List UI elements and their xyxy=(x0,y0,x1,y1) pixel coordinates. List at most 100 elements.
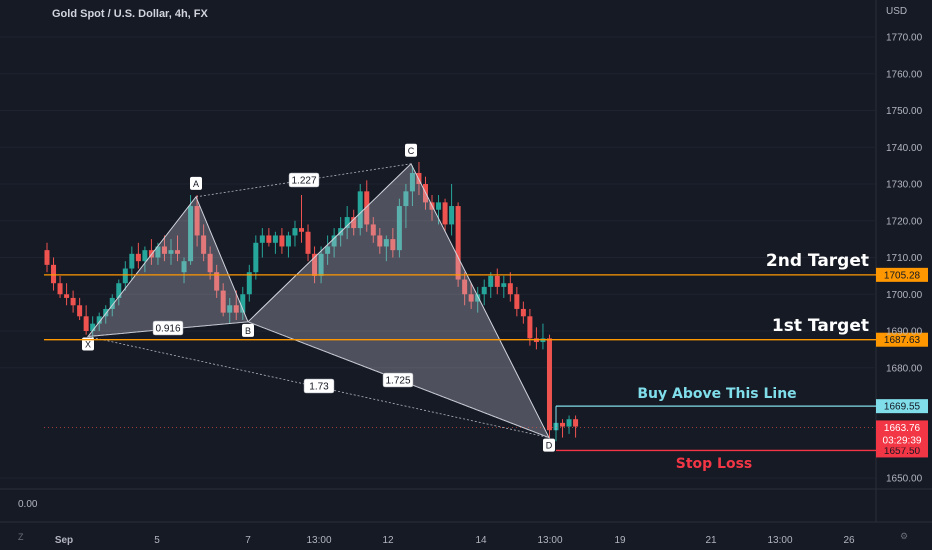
candle-body xyxy=(318,253,324,276)
time-axis: Sep 5 7 13:00 12 14 13:00 19 21 13:00 26 xyxy=(55,535,855,546)
candle xyxy=(351,209,357,236)
candle xyxy=(279,228,285,254)
candle-body xyxy=(83,316,89,331)
ratio-label: 1.725 xyxy=(385,376,410,387)
price-tick-label: 1730.00 xyxy=(886,180,923,191)
candle-body xyxy=(44,250,50,265)
price-tick-label: 1680.00 xyxy=(886,363,923,374)
candle xyxy=(44,242,50,273)
candle-body xyxy=(135,253,141,262)
candle xyxy=(188,195,194,265)
candle-body xyxy=(201,235,207,254)
candle-body xyxy=(514,294,520,309)
candle-body xyxy=(129,253,135,269)
candle-body xyxy=(181,261,187,273)
candle-body xyxy=(312,253,318,276)
candle-body xyxy=(546,338,552,431)
candle xyxy=(103,305,109,324)
candle-body xyxy=(507,283,513,295)
buy-line-label: 1669.55 xyxy=(884,402,921,413)
candle-body xyxy=(494,275,500,287)
candle xyxy=(312,246,318,284)
buy-above-text: Buy Above This Line xyxy=(637,386,796,402)
time-tick-label: 13:00 xyxy=(537,535,562,546)
candle-body xyxy=(573,419,579,427)
ratio-label-bg xyxy=(288,172,320,188)
point-label-c: C xyxy=(408,146,415,156)
candle-body xyxy=(51,264,57,284)
candle xyxy=(266,228,272,247)
price-tick-label: 1720.00 xyxy=(886,216,923,227)
candle-body xyxy=(109,297,115,309)
candle xyxy=(357,184,363,236)
candle-body xyxy=(155,246,161,258)
candle-body xyxy=(227,305,233,313)
candle xyxy=(390,228,396,258)
candle xyxy=(468,283,474,309)
candle-body xyxy=(194,206,200,236)
point-label-a: A xyxy=(193,179,199,189)
2nd-target-line-label: 1705.28 xyxy=(884,270,921,281)
ratio-label: 0.916 xyxy=(155,324,180,335)
time-tick-label: 12 xyxy=(382,535,394,546)
candle-body xyxy=(142,250,148,262)
candle-body xyxy=(233,305,239,313)
time-tick-label: 5 xyxy=(154,535,160,546)
candle xyxy=(161,235,167,262)
candle xyxy=(129,246,135,280)
candle-body xyxy=(57,283,63,295)
candle-body xyxy=(364,191,370,225)
ratio-line-xd xyxy=(87,336,550,438)
timezone-icon[interactable]: Z xyxy=(18,532,24,542)
candle xyxy=(246,264,252,302)
candle-body xyxy=(253,242,259,273)
candle-body xyxy=(77,305,83,317)
candle xyxy=(285,231,291,258)
triangle-xab xyxy=(86,195,249,338)
point-label-bg xyxy=(405,143,417,157)
candle-body xyxy=(122,268,128,284)
second-target-text: 2nd Target xyxy=(766,251,869,271)
candle xyxy=(520,301,526,324)
candle xyxy=(560,419,566,438)
candle xyxy=(501,275,507,298)
candle-body xyxy=(175,250,181,254)
candle-body xyxy=(325,246,331,254)
time-tick-label: 21 xyxy=(705,535,717,546)
candle-body xyxy=(214,272,220,291)
candle xyxy=(475,286,481,313)
candle-body xyxy=(351,217,357,229)
candle xyxy=(449,184,455,236)
countdown-label: 03:29:39 xyxy=(883,435,922,446)
time-tick-label: 19 xyxy=(614,535,626,546)
candle xyxy=(240,286,246,320)
candle-body xyxy=(455,206,461,280)
candle-body xyxy=(259,235,265,243)
candle-body xyxy=(207,253,213,273)
price-tick-label: 1690.00 xyxy=(886,327,923,338)
triangle-bcd xyxy=(247,162,551,439)
candle-body xyxy=(292,228,298,236)
candle xyxy=(57,275,63,298)
price-tick-label: 1740.00 xyxy=(886,143,923,154)
candle-body xyxy=(442,202,448,225)
candle-body xyxy=(527,316,533,339)
chart-title: Gold Spot / U.S. Dollar, 4h, FX xyxy=(52,8,208,20)
point-label-bg xyxy=(242,323,254,337)
buy-line-badge xyxy=(876,399,928,414)
harmonic-pattern: X A B C D 1.227 0.916 1.73 1.725 xyxy=(82,143,555,452)
settings-icon[interactable]: ⚙ xyxy=(900,531,909,541)
annotations-layer: 2nd Target 1st Target Buy Above This Line S… xyxy=(637,251,869,472)
candle-body xyxy=(279,235,285,247)
price-tick-label: 1710.00 xyxy=(886,253,923,264)
candle xyxy=(573,415,579,438)
candle-body xyxy=(488,275,494,287)
candle xyxy=(403,184,409,229)
candle xyxy=(207,246,213,280)
candle xyxy=(442,198,448,232)
candle-body xyxy=(305,231,311,254)
candle-body xyxy=(357,191,363,229)
time-tick-label: 26 xyxy=(843,535,855,546)
candle xyxy=(409,165,415,207)
